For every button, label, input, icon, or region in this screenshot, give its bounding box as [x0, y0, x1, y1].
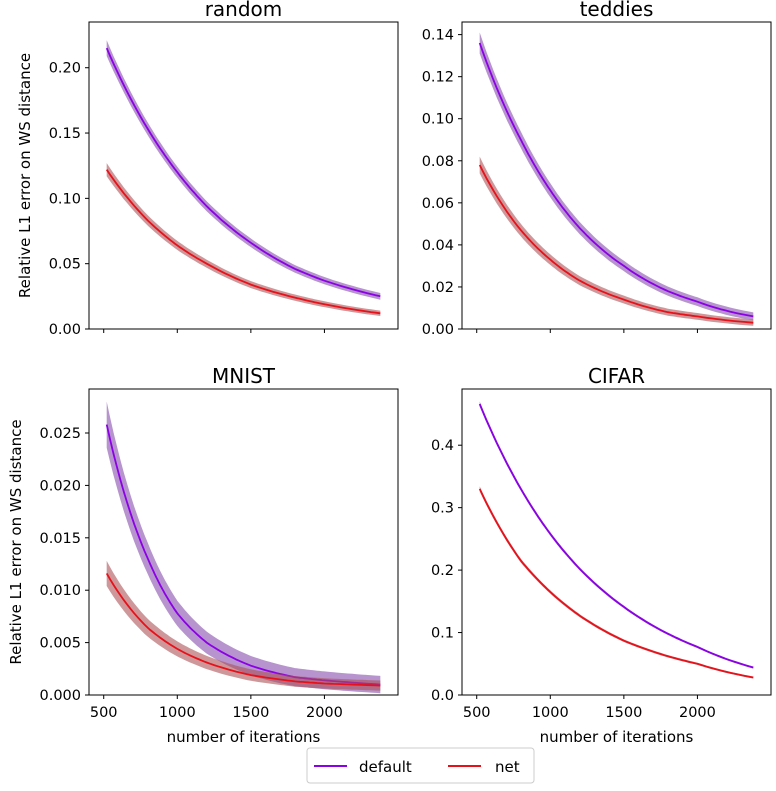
series-default: [105, 40, 381, 300]
x-tick-label: 2000: [306, 705, 343, 721]
x-axis-label: number of iterations: [167, 728, 321, 746]
chart-panel-teddies: 0.00 0.02 0.04 0.06 0.08 0.10 0.12 0.14 teddies: [422, 0, 772, 338]
x-tick-label: 1000: [159, 705, 196, 721]
y-tick-label: 0.08: [422, 154, 454, 170]
series-net: [478, 156, 754, 326]
y-tick-label: 0.15: [49, 126, 81, 142]
series-net: [105, 560, 381, 691]
line-default: [478, 42, 754, 318]
chart-title: teddies: [580, 0, 654, 21]
y-tick-label: 0.015: [39, 531, 81, 547]
chart-title: CIFAR: [588, 364, 645, 388]
band-tint-default: [106, 401, 381, 694]
band-default: [106, 40, 381, 300]
series-default: [478, 401, 754, 669]
y-axis-label: Relative L1 error on WS distance: [16, 53, 34, 298]
series-default: [478, 32, 754, 321]
series-default: [105, 401, 381, 694]
y-tick-label: 0.20: [49, 61, 81, 77]
y-tick-label: 0.4: [431, 438, 454, 454]
band-tint-net: [479, 486, 754, 679]
y-tick-label: 0.025: [39, 426, 81, 442]
legend: default net: [306, 747, 535, 784]
line-default: [478, 403, 754, 669]
chart-panel-cifar: 0.0 0.1 0.2 0.3 0.4 500 1000 1500 2000 CIFAR numbe…: [431, 364, 772, 746]
y-tick-label: 0.02: [422, 280, 454, 296]
line-default: [105, 47, 381, 298]
x-axis-label: number of iterations: [540, 728, 694, 746]
series-net: [105, 163, 381, 316]
band-tint-net: [479, 156, 754, 326]
y-tick-label: 0.10: [422, 112, 454, 128]
line-net: [105, 169, 381, 315]
axes-frame: [88, 388, 399, 696]
band-tint-default: [479, 401, 754, 669]
y-tick-label: 0.12: [422, 70, 454, 86]
y-tick-label: 0.005: [39, 636, 81, 652]
x-tick-label: 1500: [232, 705, 269, 721]
y-tick-label: 0.04: [422, 238, 454, 254]
y-tick-label: 0.3: [431, 501, 454, 517]
line-default: [105, 424, 381, 686]
y-tick-label: 0.10: [49, 191, 81, 207]
y-axis-label: Relative L1 error on WS distance: [7, 419, 25, 664]
band-default: [479, 32, 754, 321]
band-default: [106, 401, 381, 694]
legend-net-label: net: [495, 758, 520, 776]
legend-default-label: default: [359, 758, 412, 776]
y-tick-label: 0.0: [431, 688, 454, 704]
y-tick-label: 0.1: [431, 626, 454, 642]
x-tick-label: 2000: [679, 705, 716, 721]
legend-frame: [306, 747, 535, 784]
y-tick-label: 0.14: [422, 28, 454, 44]
x-tick-label: 500: [90, 705, 118, 721]
line-net: [105, 572, 381, 687]
y-tick-label: 0.010: [39, 583, 81, 599]
x-tick-label: 1000: [532, 705, 569, 721]
chart-panel-mnist: 0.000 0.005 0.010 0.015 0.020 0.025 500 1000 150…: [7, 364, 399, 746]
chart-title: MNIST: [212, 364, 276, 388]
y-tick-label: 0.00: [49, 322, 81, 338]
y-tick-label: 0.00: [422, 322, 454, 338]
x-tick-label: 1500: [605, 705, 642, 721]
axes-frame: [88, 21, 399, 330]
chart-title: random: [205, 0, 283, 21]
band-tint-net: [106, 560, 381, 691]
band-default: [479, 401, 754, 669]
band-tint-default: [106, 40, 381, 300]
chart-panel-random: 0.00 0.05 0.10 0.15 0.20 random Relative L1 er…: [16, 0, 399, 338]
line-net: [478, 164, 754, 324]
band-net: [479, 486, 754, 679]
x-tick-label: 500: [463, 705, 491, 721]
series-net: [478, 486, 754, 679]
axes-frame: [461, 388, 772, 696]
band-tint-default: [479, 32, 754, 321]
y-tick-label: 0.000: [39, 688, 81, 704]
y-tick-label: 0.05: [49, 257, 81, 273]
y-tick-label: 0.020: [39, 478, 81, 494]
axes-frame: [461, 21, 772, 330]
y-tick-label: 0.06: [422, 196, 454, 212]
y-tick-label: 0.2: [431, 563, 454, 579]
line-net: [478, 488, 754, 679]
band-net: [479, 156, 754, 326]
